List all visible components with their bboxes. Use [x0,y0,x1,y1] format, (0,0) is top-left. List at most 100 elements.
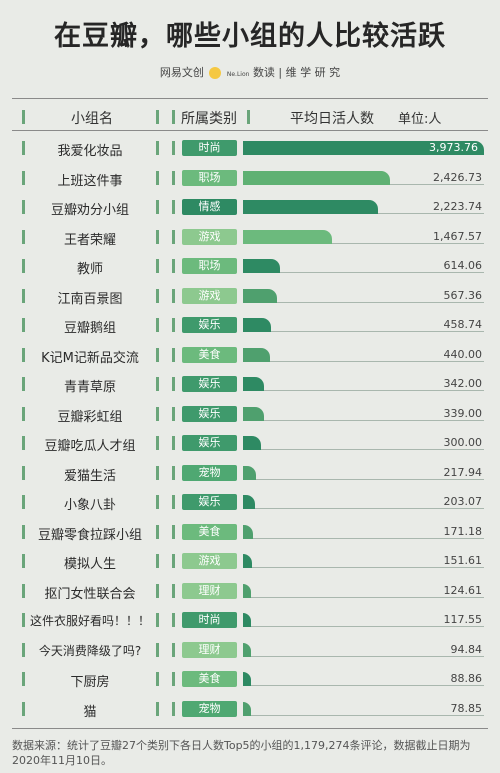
group-name-label: 模拟人生 [63,557,116,572]
row-tick [156,170,159,185]
group-name-label: 青青草原 [63,380,116,395]
value-label: 217.94 [443,465,483,479]
top-rule [12,98,488,99]
value-label: 171.18 [443,524,483,538]
value-bar [243,583,251,598]
row-tick [172,436,175,450]
group-name-label: 上班这件事 [57,173,123,189]
bar-track [243,478,484,480]
row-tick [156,288,159,303]
header-tick [156,110,159,124]
group-name-label: 教师 [76,262,103,277]
group-name-label: 小象八卦 [63,498,116,513]
bar-track [243,655,484,657]
row-tick [172,318,175,332]
row-tick [172,642,175,657]
row-tick [156,495,159,509]
value-label: 2,223.74 [433,200,482,213]
category-tag: 娱乐 [182,405,237,422]
row-tick [156,465,159,480]
column-header-value: 平均日活人数 [290,111,374,127]
row-tick [22,318,25,332]
group-name-label: 王者荣耀 [63,232,116,248]
row-tick [156,347,159,362]
value-bar [243,288,278,303]
value-bar [243,200,378,214]
chart-title: 在豆瓣，哪些小组的人比较活跃 [54,21,446,52]
bar-track [243,390,484,391]
row-tick [172,406,175,421]
bar-track [243,626,484,627]
value-bar [243,318,271,332]
row-tick [156,377,159,391]
source-note: 数据来源：统计了豆瓣27个类别下各日人数Top5的小组的1,179,274条评论… [12,739,471,767]
value-label: 124.61 [443,583,483,597]
bar-track [243,567,484,568]
row-tick [22,701,25,716]
credit-line: 网易文创 Ne.Lion 数读 | 维 学 研 究 [0,64,500,80]
value-bar [243,170,391,185]
row-tick [156,642,159,657]
category-tag: 美食 [182,523,237,540]
value-label: 458.74 [443,318,483,331]
category-tag: 宠物 [182,464,237,481]
row-tick [22,583,25,598]
row-tick [22,200,25,214]
category-tag: 理财 [182,582,237,599]
row-tick [156,554,159,568]
value-label: 614.06 [443,259,483,272]
value-label: 203.07 [443,495,483,508]
credit-badge: Ne.Lion [226,71,250,78]
row-tick [22,672,25,686]
credit-left: 网易文创 [159,66,204,79]
bar-track [243,508,484,509]
value-label: 342.00 [443,377,483,390]
category-tag: 理财 [182,641,237,658]
bar-track [243,360,484,362]
value-bar [243,465,257,480]
column-header-name: 小组名 [71,111,113,127]
credit-right: 数读 | 维 学 研 究 [252,66,341,79]
category-tag: 美食 [182,671,237,687]
row-tick [172,672,175,686]
value-bar [243,377,264,391]
group-name-label: 我爱化妆品 [57,144,123,159]
group-name-label: 豆瓣零食拉踩小组 [37,527,142,543]
value-bar [243,672,251,686]
row-tick [156,436,159,450]
row-tick [172,377,175,391]
row-tick [156,229,159,244]
group-name-label: 今天消费降级了吗? [38,643,142,658]
row-tick [22,495,25,509]
group-name-label: 豆瓣吃瓜人才组 [44,439,136,454]
row-tick [172,701,175,716]
category-tag: 情感 [182,199,237,215]
row-tick [172,524,175,539]
category-tag: 游戏 [182,287,237,304]
value-label: 117.55 [443,613,483,626]
value-bar [243,406,264,421]
value-label: 94.84 [450,642,483,656]
category-tag: 职场 [182,258,237,274]
category-tag: 游戏 [182,228,237,245]
group-name-label: K记M记新品交流 [41,350,139,366]
category-tag: 娱乐 [182,435,237,451]
value-label: 88.86 [450,672,483,685]
category-tag: 宠物 [182,700,237,717]
value-bar [243,701,251,716]
value-bar [243,347,270,362]
row-tick [22,436,25,450]
row-tick [22,377,25,391]
value-bar [243,524,254,539]
row-tick [22,288,25,303]
group-name-label: 猫 [83,704,97,720]
group-name-label: 这件衣服好看吗！！！ [29,614,150,628]
bar-track [243,685,484,686]
group-name-label: 江南百景图 [57,291,123,307]
category-tag: 时尚 [182,140,237,156]
value-label: 567.36 [443,288,483,302]
row-tick [156,318,159,332]
value-bar [243,259,281,273]
value-label: 300.00 [443,436,483,449]
row-tick [172,583,175,598]
